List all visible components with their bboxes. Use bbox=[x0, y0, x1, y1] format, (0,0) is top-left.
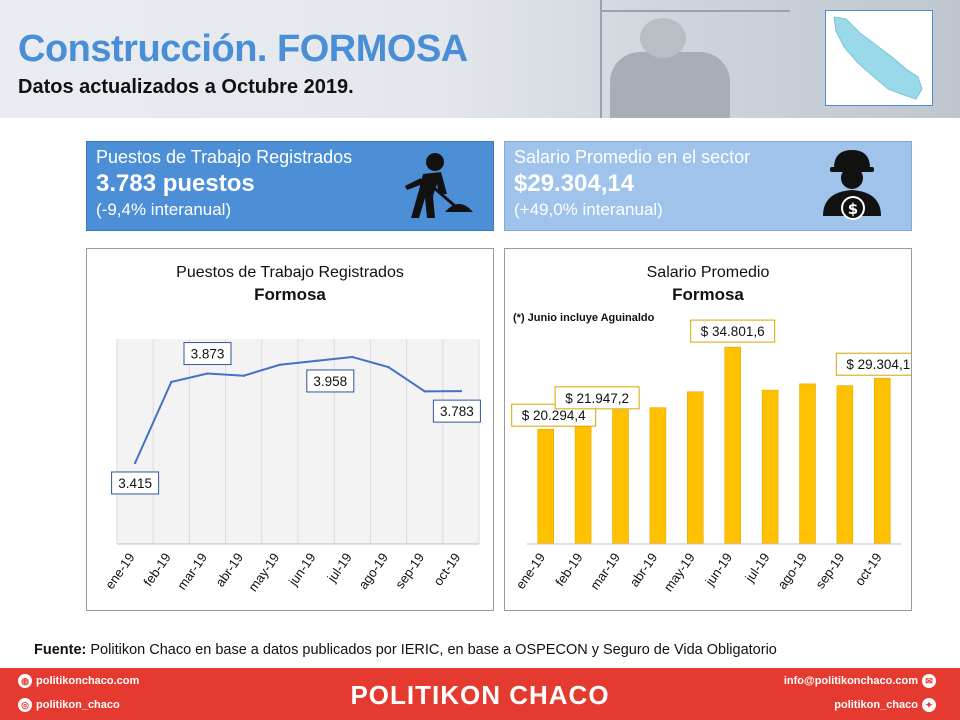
data-label-box bbox=[511, 403, 597, 427]
globe-icon: ◍ bbox=[18, 674, 32, 688]
x-tick-label: jun-19 bbox=[702, 550, 736, 589]
x-tick-label: ene-19 bbox=[102, 550, 138, 592]
worker-photo-head bbox=[640, 18, 686, 58]
kpi-value: 3.783 puestos bbox=[96, 170, 255, 197]
x-tick-label: ene-19 bbox=[513, 550, 549, 592]
data-point bbox=[133, 461, 137, 465]
twitter-link[interactable]: politikon_chaco ✦ bbox=[834, 698, 940, 712]
x-tick-label: oct-19 bbox=[852, 550, 885, 588]
page-subtitle: Datos actualizados a Octubre 2019. bbox=[18, 76, 354, 98]
data-point bbox=[278, 363, 282, 366]
data-label: $ 34.801,6 bbox=[701, 324, 765, 339]
data-label-box bbox=[306, 369, 355, 393]
salary-bar bbox=[874, 377, 891, 545]
salary-bar bbox=[612, 409, 629, 545]
header-banner bbox=[0, 0, 960, 118]
salary-bar bbox=[836, 385, 854, 545]
x-tick-label: mar-19 bbox=[587, 550, 623, 592]
chart-subtitle: Formosa bbox=[254, 285, 326, 304]
salary-bar-chart: Salario Promedio Formosa (*) Junio incluye… bbox=[511, 264, 921, 594]
data-label-box bbox=[111, 471, 160, 495]
salary-bar bbox=[724, 346, 741, 545]
instagram-link[interactable]: ◎ politikon_chaco bbox=[14, 698, 120, 712]
kpi-label: Puestos de Trabajo Registrados bbox=[96, 147, 353, 167]
data-label: 3.783 bbox=[440, 404, 474, 419]
kpi-value: $29.304,14 bbox=[514, 170, 635, 197]
data-point bbox=[459, 389, 463, 393]
data-point bbox=[242, 374, 245, 377]
data-label: 3.415 bbox=[118, 476, 152, 491]
kpi-card-salary: Salario Promedio en el sector $29.304,14… bbox=[504, 141, 912, 231]
salary-bar bbox=[537, 428, 554, 545]
data-label: $ 29.304,1 bbox=[846, 357, 910, 372]
x-tick-label: sep-19 bbox=[812, 550, 847, 591]
x-tick-label: feb-19 bbox=[552, 550, 585, 589]
x-tick-label: may-19 bbox=[245, 550, 282, 594]
x-tick-label: jul-19 bbox=[324, 550, 355, 585]
data-point bbox=[423, 390, 426, 393]
instagram-icon: ◎ bbox=[18, 698, 32, 712]
crane-arm-graphic bbox=[600, 10, 790, 12]
data-label-box bbox=[183, 342, 232, 366]
salary-bar bbox=[574, 419, 592, 545]
data-point bbox=[351, 355, 354, 359]
kpi-change: (-9,4% interanual) bbox=[96, 200, 232, 219]
jobs-chart-panel: Puestos de Trabajo Registrados Formosa 3.4… bbox=[86, 248, 494, 611]
salary-chart-panel: Salario Promedio Formosa (*) Junio incluye… bbox=[504, 248, 921, 611]
worker-money-icon: $ bbox=[823, 150, 881, 220]
data-label: $ 20.294,4 bbox=[522, 408, 586, 423]
salary-bar bbox=[649, 407, 667, 545]
jobs-series-line bbox=[134, 355, 461, 464]
x-tick-label: feb-19 bbox=[140, 550, 173, 589]
data-point bbox=[206, 372, 209, 375]
data-label: 3.958 bbox=[313, 374, 347, 389]
x-tick-label: oct-19 bbox=[430, 550, 463, 588]
crane-graphic bbox=[600, 0, 602, 118]
data-label-box bbox=[690, 319, 776, 343]
source-note: Fuente: Politikon Chaco en base a datos … bbox=[34, 642, 777, 658]
worker-photo-body bbox=[610, 52, 730, 118]
salary-bar bbox=[799, 383, 816, 545]
twitter-icon: ✦ bbox=[922, 698, 936, 712]
data-label-box bbox=[554, 386, 640, 410]
x-tick-label: sep-19 bbox=[392, 550, 427, 591]
kpi-card-jobs: Puestos de Trabajo Registrados 3.783 pue… bbox=[86, 141, 494, 231]
data-label-box bbox=[432, 399, 481, 423]
source-label: Fuente: bbox=[34, 642, 87, 658]
data-label: 3.873 bbox=[191, 347, 225, 362]
x-tick-label: mar-19 bbox=[174, 550, 210, 592]
kpi-change: (+49,0% interanual) bbox=[514, 200, 663, 219]
construction-worker-shovel-icon bbox=[405, 153, 473, 218]
salary-bar bbox=[687, 391, 704, 545]
kpi-label: Salario Promedio en el sector bbox=[514, 147, 751, 167]
footer-bar: ◍ politikonchaco.com ◎ politikon_chaco POL… bbox=[0, 668, 960, 720]
data-point bbox=[314, 359, 318, 363]
email-icon: ✉ bbox=[922, 674, 936, 688]
x-tick-label: jul-19 bbox=[741, 550, 772, 585]
web-link[interactable]: ◍ politikonchaco.com bbox=[14, 674, 139, 688]
chart-subtitle: Formosa bbox=[672, 285, 744, 304]
chart-title: Salario Promedio bbox=[647, 264, 770, 281]
data-point bbox=[170, 380, 173, 384]
chart-title: Puestos de Trabajo Registrados bbox=[176, 264, 404, 281]
jobs-line-chart: Puestos de Trabajo Registrados Formosa 3.4… bbox=[102, 264, 481, 594]
email-link[interactable]: info@politikonchaco.com ✉ bbox=[784, 674, 940, 688]
formosa-map-icon bbox=[825, 10, 933, 106]
x-tick-label: abr-19 bbox=[212, 550, 246, 589]
salary-bar bbox=[761, 389, 779, 545]
chart-note: (*) Junio incluye Aguinaldo bbox=[513, 312, 655, 324]
x-tick-label: may-19 bbox=[661, 550, 698, 594]
brand-name: POLITIKON CHACO bbox=[350, 680, 610, 710]
page-title: Construcción. FORMOSA bbox=[18, 28, 468, 70]
x-tick-label: ago-19 bbox=[355, 550, 391, 592]
x-tick-label: jun-19 bbox=[285, 550, 319, 589]
data-label: $ 21.947,2 bbox=[565, 391, 629, 406]
data-point bbox=[387, 365, 390, 369]
x-tick-label: abr-19 bbox=[627, 550, 661, 589]
source-text: Politikon Chaco en base a datos publicad… bbox=[86, 642, 777, 658]
svg-text:$: $ bbox=[848, 200, 858, 218]
x-tick-label: ago-19 bbox=[774, 550, 810, 592]
